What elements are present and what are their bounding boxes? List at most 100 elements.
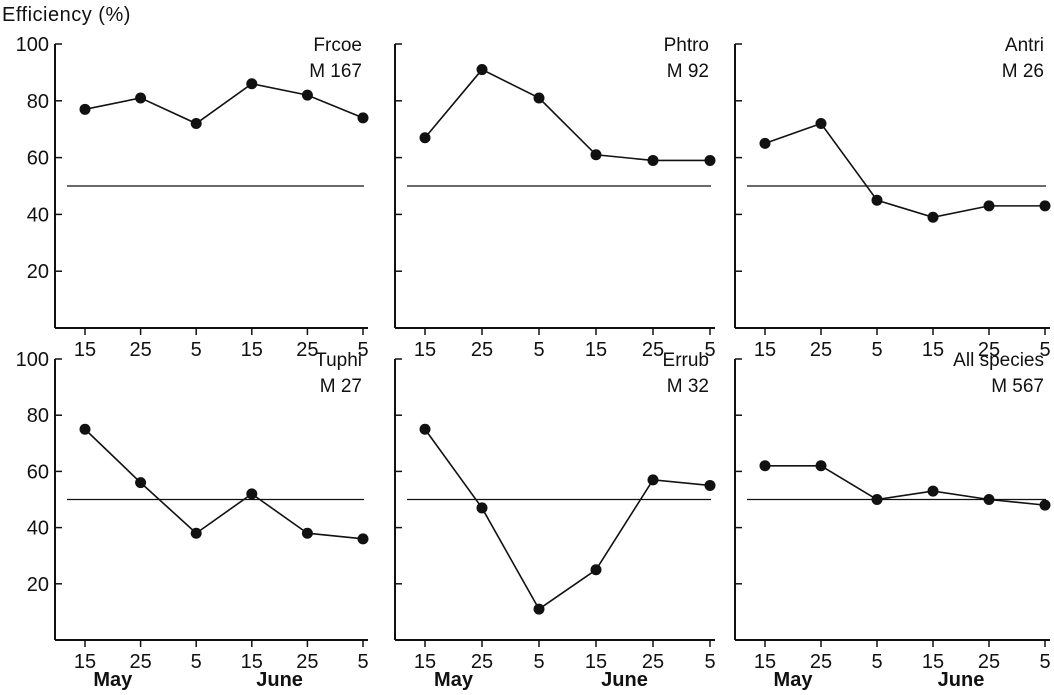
series-line xyxy=(424,68,710,162)
data-point xyxy=(79,423,91,435)
y-axis-title: Efficiency (%) xyxy=(2,4,131,26)
x-tick-label: 25 xyxy=(471,339,493,361)
panel-subtitle: M 27 xyxy=(320,376,362,397)
data-point xyxy=(983,494,995,505)
x-tick-label: 25 xyxy=(642,651,664,673)
x-tick-label: 15 xyxy=(754,339,776,361)
x-tick-label: 15 xyxy=(922,339,944,361)
data-point xyxy=(1039,200,1051,212)
x-tick-label: 5 xyxy=(704,651,715,673)
y-tick-label: 20 xyxy=(27,261,49,283)
panel-subtitle: M 32 xyxy=(667,376,709,397)
y-tick-label: 100 xyxy=(16,349,49,371)
chart-panel-6: 15 25 5 15 25 5 May June All species M 567 xyxy=(734,350,1051,691)
x-tick-label: 15 xyxy=(241,651,263,673)
series-line xyxy=(84,428,364,540)
x-tick-label: 5 xyxy=(357,339,368,361)
data-point xyxy=(135,477,147,489)
chart-panel-5: 15 25 5 15 25 5 May June Errub M 32 xyxy=(394,350,716,691)
data-point xyxy=(590,149,602,161)
data-point xyxy=(301,527,313,539)
data-point xyxy=(419,132,431,144)
data-point xyxy=(301,89,313,101)
y-tick-label: 20 xyxy=(27,574,49,596)
x-tick-label: 5 xyxy=(533,339,544,361)
x-tick-label: 15 xyxy=(922,651,944,673)
data-point xyxy=(476,502,488,514)
x-tick-label: 15 xyxy=(585,651,607,673)
y-tick-label: 40 xyxy=(27,518,49,540)
x-tick-label: 25 xyxy=(978,651,1000,673)
data-point xyxy=(927,211,939,223)
data-point xyxy=(647,154,659,166)
series-line xyxy=(424,428,711,611)
y-tick-label: 100 xyxy=(16,34,49,56)
series-line xyxy=(765,464,1046,506)
data-point xyxy=(871,494,883,505)
data-point xyxy=(357,533,369,545)
month-label: June xyxy=(601,669,648,691)
series-line xyxy=(764,122,1045,219)
x-tick-label: 25 xyxy=(296,651,318,673)
x-tick-label: 15 xyxy=(585,339,607,361)
x-tick-label: 15 xyxy=(74,339,96,361)
y-tick-label: 80 xyxy=(27,405,49,427)
x-tick-label: 5 xyxy=(191,339,202,361)
x-tick-label: 25 xyxy=(978,339,1000,361)
x-tick-label: 25 xyxy=(810,339,832,361)
month-label: June xyxy=(256,669,303,691)
y-tick-label: 40 xyxy=(27,204,49,226)
data-point xyxy=(704,479,716,491)
month-label: May xyxy=(434,669,474,691)
panel-subtitle: M 567 xyxy=(991,376,1044,397)
chart-panel-3: 15 25 5 15 25 5 Antri M 26 xyxy=(734,35,1051,361)
panel-title: Frcoe xyxy=(313,35,362,56)
x-tick-label: 5 xyxy=(871,651,882,673)
data-point xyxy=(476,64,488,76)
chart-panel-4: 20 40 60 80 100 15 25 5 15 25 5 May June Tuphi M 27 xyxy=(16,349,369,691)
month-label: May xyxy=(774,669,814,691)
x-tick-label: 25 xyxy=(642,339,664,361)
data-point xyxy=(79,103,91,115)
panel-title: Tuphi xyxy=(315,350,362,371)
data-point xyxy=(590,564,602,576)
data-point xyxy=(246,78,258,90)
data-point xyxy=(1039,499,1051,511)
chart-panel-2: 15 25 5 15 25 5 Phtro M 92 xyxy=(394,35,716,361)
x-tick-label: 5 xyxy=(704,339,715,361)
x-tick-label: 25 xyxy=(129,339,151,361)
data-point xyxy=(704,154,716,166)
panel-title: Errub xyxy=(663,350,709,371)
x-tick-label: 5 xyxy=(1039,651,1050,673)
panel-subtitle: M 26 xyxy=(1002,61,1044,82)
data-point xyxy=(190,527,202,539)
y-tick-label: 60 xyxy=(27,461,49,483)
panel-subtitle: M 92 xyxy=(667,61,709,82)
x-tick-label: 5 xyxy=(357,651,368,673)
data-point xyxy=(759,137,771,149)
data-point xyxy=(419,423,431,435)
panel-title: Phtro xyxy=(664,35,709,56)
x-tick-label: 15 xyxy=(754,651,776,673)
data-point xyxy=(533,92,545,104)
x-tick-label: 15 xyxy=(74,651,96,673)
panel-title: Antri xyxy=(1005,35,1044,56)
x-tick-label: 15 xyxy=(414,339,436,361)
x-tick-label: 5 xyxy=(871,339,882,361)
data-point xyxy=(871,194,883,206)
month-label: May xyxy=(93,669,133,691)
x-tick-label: 25 xyxy=(810,651,832,673)
series-line xyxy=(84,82,364,125)
x-tick-label: 5 xyxy=(1039,339,1050,361)
data-point xyxy=(647,474,659,486)
x-tick-label: 25 xyxy=(129,651,151,673)
chart-panel-1: 20 40 60 80 100 15 25 5 15 25 5 Frcoe M 167 xyxy=(16,34,369,361)
x-tick-label: 5 xyxy=(191,651,202,673)
data-point xyxy=(759,460,771,472)
data-point xyxy=(357,112,369,124)
data-point xyxy=(533,603,545,615)
y-tick-label: 60 xyxy=(27,148,49,170)
month-label: June xyxy=(938,669,985,691)
panel-subtitle: M 167 xyxy=(309,61,362,82)
